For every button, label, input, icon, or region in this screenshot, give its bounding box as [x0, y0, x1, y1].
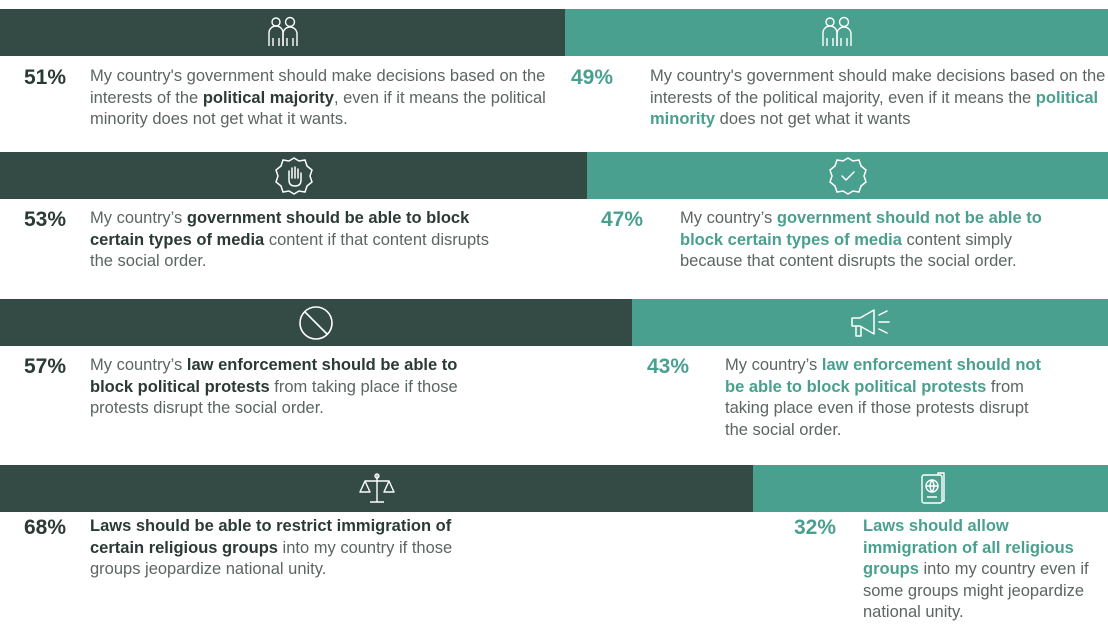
bar-segment-agree [0, 152, 587, 199]
stacked-bar [0, 152, 1108, 199]
left-statement: My country’s government should be able t… [90, 208, 510, 273]
statement-text: content if that content disrupts the soc… [90, 230, 489, 271]
right-percent-label: 49% [571, 66, 614, 89]
bar-segment-disagree [587, 152, 1108, 199]
scales-icon [357, 472, 397, 506]
statement-text: My country’s [725, 356, 822, 374]
bar-segment-agree [0, 299, 632, 346]
megaphone-icon [846, 306, 894, 340]
bar-segment-disagree [632, 299, 1108, 346]
people-pair-icon [263, 16, 303, 50]
people-pair-icon [817, 16, 857, 50]
statement-text: , even if it means the political minorit… [90, 88, 546, 129]
right-statement: My country’s government should not be ab… [680, 208, 1065, 273]
passport-icon [914, 471, 948, 507]
statement-text: law enforcement should not be able to bl… [725, 356, 1041, 396]
statement-text: into my country if those groups jeopardi… [90, 538, 453, 579]
right-statement: Laws should allow immigration of all rel… [863, 516, 1106, 624]
left-statement: My country's government should make deci… [90, 66, 550, 131]
bar-segment-agree [0, 9, 565, 56]
stacked-bar [0, 465, 1108, 512]
statement-text: Laws should allow immigration of all rel… [863, 517, 1074, 578]
statement-text: law enforcement should be able to block … [90, 356, 458, 396]
statement-text: from taking place if those protests disr… [90, 377, 458, 418]
bar-segment-disagree [753, 465, 1108, 512]
stop-hand-icon [274, 156, 314, 196]
right-percent-label: 47% [601, 208, 644, 231]
statement-text: content simply because that content disr… [680, 230, 1017, 271]
statement-text: from taking place even if those protests… [725, 377, 1029, 439]
statement-text: Laws should be able to restrict immigrat… [90, 517, 452, 557]
right-percent-label: 32% [794, 516, 837, 539]
statement-text: government should not be able to block c… [680, 209, 1042, 249]
statement-text: My country’s [680, 209, 777, 227]
statement-text: My country's government should make deci… [90, 67, 546, 107]
left-percent-label: 68% [24, 516, 67, 539]
statement-text: My country’s [90, 209, 187, 227]
statement-text: My country’s [90, 356, 187, 374]
right-statement: My country's government should make deci… [650, 66, 1106, 131]
stacked-bar [0, 299, 1108, 346]
check-badge-icon [828, 156, 868, 196]
prohibited-icon [296, 303, 336, 343]
statement-text: does not get what it wants [715, 110, 911, 128]
statement-text: political majority [202, 88, 334, 107]
bar-segment-agree [0, 465, 753, 512]
left-percent-label: 53% [24, 208, 67, 231]
left-statement: Laws should be able to restrict immigrat… [90, 516, 460, 581]
statement-text: political minority [650, 88, 1099, 129]
stacked-bar [0, 9, 1108, 56]
right-percent-label: 43% [647, 355, 690, 378]
bar-segment-disagree [565, 9, 1108, 56]
left-percent-label: 51% [24, 66, 67, 89]
statement-text: My country's government should make deci… [650, 67, 1106, 107]
right-statement: My country’s law enforcement should not … [725, 355, 1055, 441]
left-statement: My country’s law enforcement should be a… [90, 355, 500, 420]
left-percent-label: 57% [24, 355, 67, 378]
statement-text: government should be able to block certa… [90, 209, 470, 249]
